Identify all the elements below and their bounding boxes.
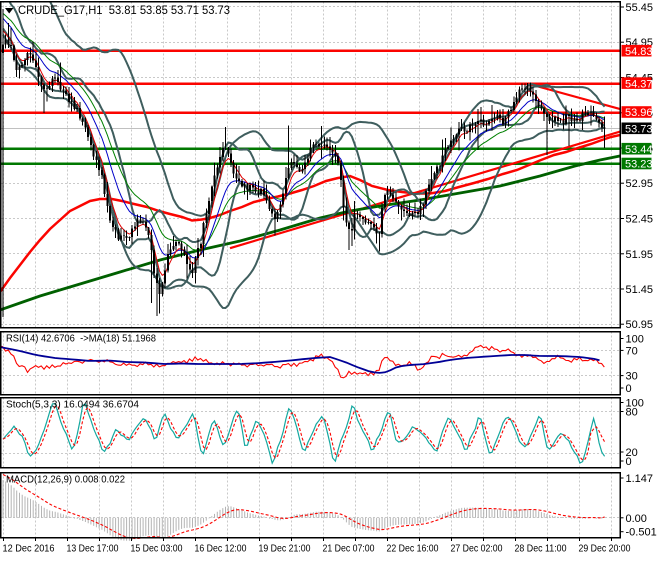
svg-text:22 Dec 16:00: 22 Dec 16:00 — [387, 543, 439, 555]
svg-text:100: 100 — [626, 398, 644, 410]
svg-text:28 Dec 11:00: 28 Dec 11:00 — [515, 543, 567, 555]
svg-text:54.37: 54.37 — [625, 78, 653, 90]
svg-text:CRUDE_G17,H1 53.81 53.85 53.7: CRUDE_G17,H1 53.81 53.85 53.71 53.73 — [18, 3, 230, 17]
svg-text:13 Dec 17:00: 13 Dec 17:00 — [67, 543, 119, 555]
svg-text:19 Dec 21:00: 19 Dec 21:00 — [259, 543, 311, 555]
svg-text:0: 0 — [626, 383, 632, 395]
svg-text:RSI(14) 42.6706 ->MA(18) 51.1: RSI(14) 42.6706 ->MA(18) 51.1968 — [6, 333, 156, 345]
svg-text:12 Dec 2016: 12 Dec 2016 — [3, 543, 55, 555]
svg-text:53.23: 53.23 — [625, 159, 653, 171]
svg-text:55.45: 55.45 — [626, 2, 654, 14]
svg-text:29 Dec 20:00: 29 Dec 20:00 — [579, 543, 631, 555]
svg-text:52.95: 52.95 — [626, 178, 654, 190]
svg-text:16 Dec 12:00: 16 Dec 12:00 — [195, 543, 247, 555]
svg-text:50.95: 50.95 — [626, 319, 654, 331]
svg-text:53.96: 53.96 — [625, 107, 653, 119]
svg-text:80: 80 — [626, 407, 638, 419]
svg-text:30: 30 — [626, 371, 638, 383]
svg-text:53.44: 53.44 — [625, 144, 653, 156]
svg-text:51.95: 51.95 — [626, 249, 654, 261]
svg-text:21 Dec 07:00: 21 Dec 07:00 — [323, 543, 375, 555]
svg-text:MACD(12,26,9) 0.008 0.022: MACD(12,26,9) 0.008 0.022 — [6, 474, 125, 486]
svg-text:53.73: 53.73 — [625, 124, 653, 136]
svg-text:100: 100 — [626, 334, 644, 346]
svg-text:0.00: 0.00 — [626, 513, 647, 525]
svg-text:15 Dec 03:00: 15 Dec 03:00 — [131, 543, 183, 555]
svg-text:Stoch(5,3,3) 16.0494 36.6704: Stoch(5,3,3) 16.0494 36.6704 — [6, 399, 139, 411]
svg-text:20: 20 — [626, 447, 638, 459]
svg-text:-0.501: -0.501 — [626, 527, 657, 539]
svg-text:1.147: 1.147 — [626, 473, 654, 485]
svg-text:51.45: 51.45 — [626, 284, 654, 296]
svg-text:27 Dec 02:00: 27 Dec 02:00 — [451, 543, 503, 555]
svg-text:52.45: 52.45 — [626, 214, 654, 226]
svg-text:70: 70 — [626, 345, 638, 357]
svg-text:0: 0 — [626, 456, 632, 468]
svg-text:54.83: 54.83 — [625, 46, 653, 58]
